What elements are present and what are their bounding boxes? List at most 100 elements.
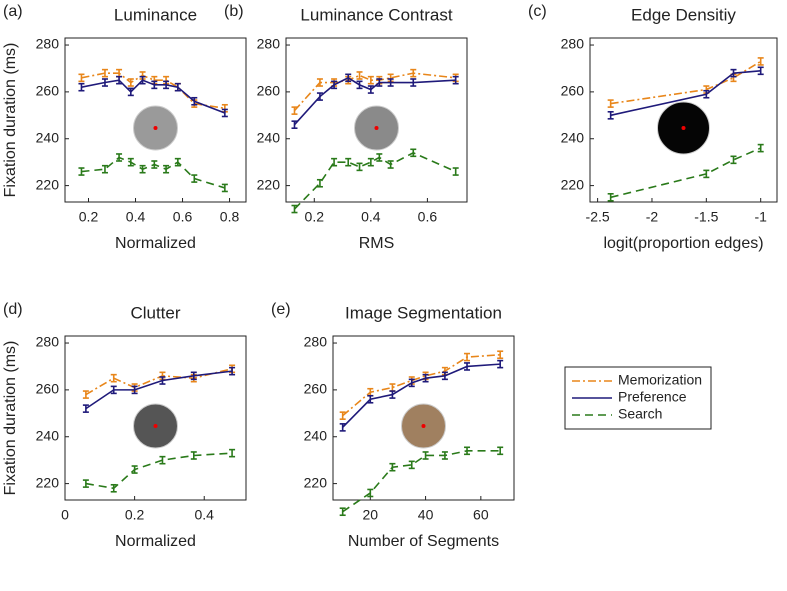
x-tick-label: -1 bbox=[754, 209, 767, 225]
panel: (b) Luminance Contrast RMS 220 240 260 280 0.2 0… bbox=[224, 3, 468, 252]
error-bar bbox=[339, 411, 346, 420]
x-tick-label: 20 bbox=[363, 507, 379, 523]
panel-label: (c) bbox=[528, 3, 547, 20]
error-bar bbox=[345, 73, 352, 83]
y-tick-label: 240 bbox=[36, 427, 60, 443]
y-tick-label: 260 bbox=[561, 83, 585, 99]
error-bar bbox=[110, 483, 117, 493]
error-bar bbox=[497, 359, 504, 369]
x-tick-label: 0.2 bbox=[79, 209, 99, 225]
error-bar bbox=[464, 352, 471, 362]
error-bar bbox=[190, 371, 197, 381]
y-tick-label: 260 bbox=[257, 83, 281, 99]
y-tick-label: 220 bbox=[36, 474, 60, 490]
x-tick-label: -2.5 bbox=[586, 209, 610, 225]
x-axis-label: RMS bbox=[359, 235, 395, 252]
error-bar bbox=[367, 85, 374, 94]
error-bar bbox=[291, 120, 298, 129]
y-axis-label: Fixation duration (ms) bbox=[2, 43, 19, 198]
error-bar bbox=[316, 78, 323, 87]
x-axis-label: Number of Segments bbox=[348, 533, 499, 550]
error-bar bbox=[139, 75, 146, 85]
error-bar bbox=[78, 82, 85, 92]
error-bar bbox=[410, 78, 417, 87]
series-line bbox=[81, 156, 226, 189]
error-bar bbox=[331, 80, 338, 90]
chart-title: Clutter bbox=[130, 303, 180, 322]
error-bar bbox=[316, 178, 323, 188]
error-bar bbox=[408, 378, 415, 388]
error-bar bbox=[191, 96, 198, 106]
fixation-dot bbox=[153, 126, 158, 130]
panel: (d) Clutter Normalized Fixation duration (m… bbox=[2, 301, 247, 550]
series-line bbox=[85, 368, 233, 396]
error-bar bbox=[607, 193, 614, 202]
series-line bbox=[293, 76, 456, 126]
y-tick-label: 240 bbox=[36, 129, 60, 145]
error-bar bbox=[229, 448, 236, 458]
x-tick-label: 0.4 bbox=[194, 507, 214, 523]
error-bar bbox=[410, 68, 417, 78]
error-bar bbox=[291, 106, 298, 115]
error-bar bbox=[82, 390, 89, 399]
panel-label: (d) bbox=[3, 301, 23, 318]
chart-title: Edge Densitiy bbox=[631, 5, 736, 24]
x-tick-label: 0 bbox=[61, 507, 69, 523]
error-bar bbox=[316, 92, 323, 101]
series-line bbox=[81, 79, 226, 114]
legend-label: Memorization bbox=[618, 372, 702, 388]
error-bar bbox=[464, 362, 471, 371]
series-line bbox=[342, 363, 501, 428]
error-bar bbox=[703, 89, 710, 99]
error-bar bbox=[139, 164, 146, 174]
error-bar bbox=[367, 75, 374, 85]
error-bar bbox=[82, 404, 89, 413]
error-bar bbox=[127, 157, 134, 167]
error-bar bbox=[174, 157, 181, 167]
error-bar bbox=[221, 108, 228, 118]
error-bar bbox=[730, 155, 737, 165]
series-line bbox=[342, 450, 501, 513]
error-bar bbox=[452, 75, 459, 85]
error-bar bbox=[367, 488, 374, 498]
panel-label: (a) bbox=[3, 3, 23, 20]
error-bar bbox=[190, 451, 197, 460]
fixation-dot bbox=[153, 424, 158, 428]
y-tick-label: 220 bbox=[36, 176, 60, 192]
y-tick-label: 240 bbox=[304, 427, 328, 443]
error-bar bbox=[356, 162, 363, 172]
series-line bbox=[85, 370, 233, 410]
error-bar bbox=[356, 80, 363, 90]
x-tick-label: 0.6 bbox=[418, 209, 438, 225]
x-tick-label: 0.2 bbox=[125, 507, 145, 523]
error-bar bbox=[497, 350, 504, 360]
error-bar bbox=[441, 451, 448, 460]
x-axis-label: logit(proportion edges) bbox=[603, 235, 763, 252]
y-tick-label: 240 bbox=[561, 129, 585, 145]
y-tick-label: 280 bbox=[561, 36, 585, 52]
series-line bbox=[610, 70, 761, 117]
x-axis-label: Normalized bbox=[115, 235, 196, 252]
error-bar bbox=[376, 153, 383, 162]
fixation-dot bbox=[681, 126, 686, 130]
error-bar bbox=[387, 78, 394, 87]
fixation-dot bbox=[374, 126, 379, 130]
error-bar bbox=[127, 78, 134, 87]
legend-label: Preference bbox=[618, 389, 687, 405]
error-bar bbox=[78, 73, 85, 83]
error-bar bbox=[191, 174, 198, 183]
error-bar bbox=[367, 394, 374, 404]
series-line bbox=[293, 72, 456, 112]
series-line bbox=[610, 60, 762, 105]
panel-label: (b) bbox=[224, 3, 244, 20]
x-tick-label: 0.2 bbox=[305, 209, 325, 225]
error-bar bbox=[757, 66, 764, 76]
y-tick-label: 220 bbox=[257, 176, 281, 192]
error-bar bbox=[163, 164, 170, 174]
error-bar bbox=[464, 446, 471, 456]
error-bar bbox=[159, 376, 166, 385]
x-axis-label: Normalized bbox=[115, 533, 196, 550]
y-tick-label: 220 bbox=[561, 176, 585, 192]
error-bar bbox=[757, 57, 764, 66]
